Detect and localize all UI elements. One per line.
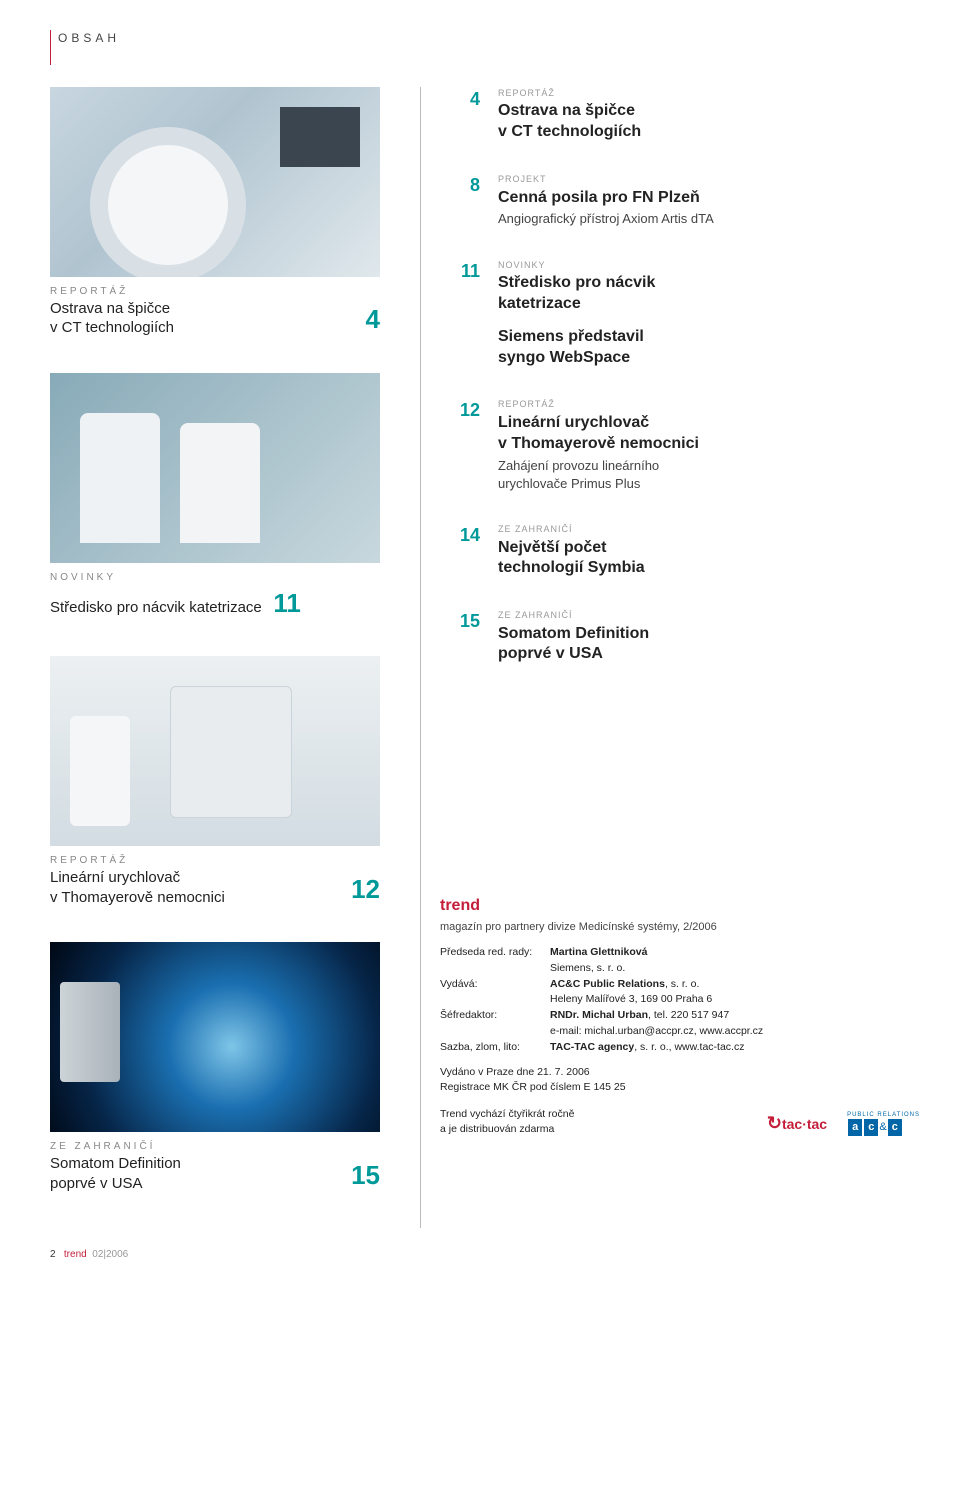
toc-entry: 8 PROJEKT Cenná posila pro FN PlzeňAngiogr… xyxy=(440,173,920,229)
caption-title-l1: Somatom Definition xyxy=(50,1154,181,1174)
toc-page-number: 12 xyxy=(440,398,480,493)
accent-rule xyxy=(50,30,51,65)
toc-label: REPORTÁŽ xyxy=(498,87,920,100)
section-header: OBSAH xyxy=(50,30,920,47)
masthead-brand: trend xyxy=(440,895,920,917)
acc-logo-c2: c xyxy=(888,1119,902,1136)
page-number: 2 xyxy=(50,1249,56,1260)
toc-entry: 11 NOVINKYStředisko pro nácvik katetrizac… xyxy=(440,259,920,369)
masthead: trend magazín pro partnery divize Medicí… xyxy=(440,895,920,1136)
caption-page-number: 11 xyxy=(273,588,301,618)
toc-page-number: 15 xyxy=(440,609,480,665)
caption-label: NOVINKY xyxy=(50,571,380,585)
masthead-row-key: Předseda red. rady: xyxy=(440,945,550,977)
caption-title-l1: Středisko pro nácvik katetrizace xyxy=(50,599,262,616)
masthead-row: Sazba, zlom, lito:TAC-TAC agency, s. r. … xyxy=(440,1040,920,1056)
toc-title: Největší počet technologií Symbia xyxy=(498,538,920,580)
left-caption-0: REPORTÁŽ Ostrava na špičce v CT technolo… xyxy=(50,285,380,338)
masthead-row-value: Martina GlettnikováSiemens, s. r. o. xyxy=(550,945,920,977)
masthead-row-value: RNDr. Michal Urban, tel. 220 517 947e-ma… xyxy=(550,1008,920,1040)
toc-title: Lineární urychlovač v Thomayerově nemocn… xyxy=(498,413,920,455)
acc-logo-a: a xyxy=(848,1119,862,1136)
toc-title-continued: Siemens představil syngo WebSpace xyxy=(498,327,920,369)
footer-logos: ↻tac·tac PUBLIC RELATIONS ac&c xyxy=(767,1111,920,1137)
masthead-frequency: Trend vychází čtyřikrát ročně a je distr… xyxy=(440,1107,574,1136)
toc-page-number: 11 xyxy=(440,259,480,369)
tactac-logo: ↻tac·tac xyxy=(767,1111,827,1136)
toc-title: Ostrava na špičce v CT technologiích xyxy=(498,101,920,143)
caption-label: ZE ZAHRANIČÍ xyxy=(50,1140,380,1154)
footer-issue: 02|2006 xyxy=(92,1249,128,1260)
toc-entry: 15 ZE ZAHRANIČÍ Somatom Definition poprvé … xyxy=(440,609,920,665)
acc-logo-amp: & xyxy=(879,1121,886,1133)
toc-title: Somatom Definition poprvé v USA xyxy=(498,624,920,666)
footer-magazine: trend xyxy=(64,1249,87,1260)
toc-label: ZE ZAHRANIČÍ xyxy=(498,609,920,622)
masthead-issued: Vydáno v Praze dne 21. 7. 2006 Registrac… xyxy=(440,1065,920,1094)
toc-title: Cenná posila pro FN Plzeň xyxy=(498,188,920,209)
toc-label: PROJEKT xyxy=(498,173,920,186)
right-column: 4REPORTÁŽOstrava na špičce v CT technolo… xyxy=(420,87,920,1228)
toc-page-number: 8 xyxy=(440,173,480,229)
caption-label: REPORTÁŽ xyxy=(50,854,380,868)
acc-logo-c1: c xyxy=(864,1119,878,1136)
thumbnail-ct-room xyxy=(50,87,380,277)
masthead-row-key: Šéfredaktor: xyxy=(440,1008,550,1040)
caption-title-l2: v Thomayerově nemocnici xyxy=(50,888,225,908)
caption-page-number: 12 xyxy=(351,871,380,907)
left-column: REPORTÁŽ Ostrava na špičce v CT technolo… xyxy=(50,87,380,1228)
masthead-tagline: magazín pro partnery divize Medicínské s… xyxy=(440,920,920,935)
toc-title: Středisko pro nácvik katetrizace xyxy=(498,273,920,315)
toc-subtitle: Angiografický přístroj Axiom Artis dTA xyxy=(498,210,920,228)
masthead-row-value: AC&C Public Relations, s. r. o.Heleny Ma… xyxy=(550,977,920,1009)
toc-entry: 4 REPORTÁŽOstrava na špičce v CT technolo… xyxy=(440,87,920,143)
acc-logo: PUBLIC RELATIONS ac&c xyxy=(847,1111,920,1137)
toc-entry: 12 REPORTÁŽ Lineární urychlovač v Thomayer… xyxy=(440,398,920,493)
toc-subtitle: Zahájení provozu lineárního urychlovače … xyxy=(498,457,920,493)
left-caption-2: REPORTÁŽ Lineární urychlovač v Thomayero… xyxy=(50,854,380,907)
masthead-row: Vydává:AC&C Public Relations, s. r. o.He… xyxy=(440,977,920,1009)
tactac-logo-text: tac·tac xyxy=(782,1116,827,1132)
left-caption-3: ZE ZAHRANIČÍ Somatom Definition poprvé v… xyxy=(50,1140,380,1193)
masthead-reg-line: Registrace MK ČR pod číslem E 145 25 xyxy=(440,1080,920,1095)
toc-entry: 14 ZE ZAHRANIČÍ Největší počet technologií… xyxy=(440,523,920,579)
page-footer: 2 trend 02|2006 xyxy=(50,1248,920,1262)
caption-title-l2: poprvé v USA xyxy=(50,1174,181,1194)
caption-page-number: 15 xyxy=(351,1157,380,1193)
left-caption-1: NOVINKY Středisko pro nácvik katetrizace… xyxy=(50,571,380,621)
toc-page-number: 4 xyxy=(440,87,480,143)
caption-title-l1: Ostrava na špičce xyxy=(50,299,174,319)
caption-page-number: 4 xyxy=(366,301,380,337)
toc-label: ZE ZAHRANIČÍ xyxy=(498,523,920,536)
thumbnail-blue-light xyxy=(50,942,380,1132)
caption-label: REPORTÁŽ xyxy=(50,285,380,299)
acc-logo-label: PUBLIC RELATIONS xyxy=(847,1111,920,1119)
masthead-issued-line: Vydáno v Praze dne 21. 7. 2006 xyxy=(440,1065,920,1080)
divider-rule xyxy=(420,87,421,1228)
masthead-row-key: Sazba, zlom, lito: xyxy=(440,1040,550,1056)
caption-title-l2: v CT technologiích xyxy=(50,318,174,338)
thumbnail-scanner-room xyxy=(50,656,380,846)
masthead-row: Šéfredaktor:RNDr. Michal Urban, tel. 220… xyxy=(440,1008,920,1040)
masthead-row-key: Vydává: xyxy=(440,977,550,1009)
toc-label: NOVINKY xyxy=(498,259,920,272)
masthead-row-value: TAC-TAC agency, s. r. o., www.tac-tac.cz xyxy=(550,1040,920,1056)
toc-page-number: 14 xyxy=(440,523,480,579)
caption-title-l1: Lineární urychlovač xyxy=(50,868,225,888)
toc-label: REPORTÁŽ xyxy=(498,398,920,411)
thumbnail-doctors xyxy=(50,373,380,563)
masthead-row: Předseda red. rady:Martina GlettnikováSi… xyxy=(440,945,920,977)
